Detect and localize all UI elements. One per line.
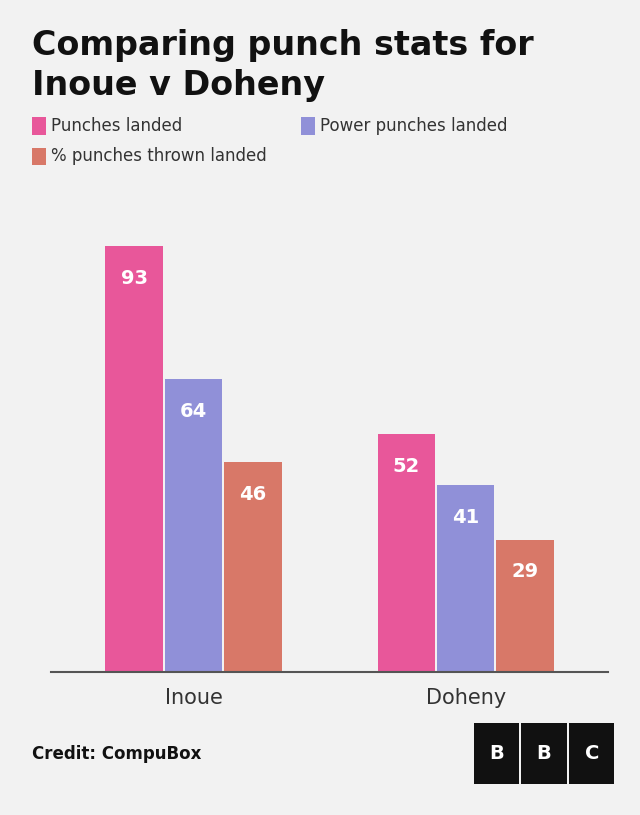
Bar xyxy=(224,462,282,672)
Text: B: B xyxy=(489,744,504,763)
Bar xyxy=(164,379,222,672)
Text: % punches thrown landed: % punches thrown landed xyxy=(51,148,267,165)
Text: Inoue v Doheny: Inoue v Doheny xyxy=(32,69,325,102)
Bar xyxy=(496,540,554,672)
Text: Credit: CompuBox: Credit: CompuBox xyxy=(32,745,202,763)
Bar xyxy=(378,434,435,672)
Text: 46: 46 xyxy=(239,485,266,504)
Bar xyxy=(437,485,495,672)
Text: 93: 93 xyxy=(121,270,148,289)
FancyBboxPatch shape xyxy=(570,723,614,784)
FancyBboxPatch shape xyxy=(474,723,518,784)
Text: C: C xyxy=(585,744,599,763)
Text: Power punches landed: Power punches landed xyxy=(320,117,508,135)
FancyBboxPatch shape xyxy=(522,723,566,784)
Text: 64: 64 xyxy=(180,402,207,421)
Text: 52: 52 xyxy=(393,457,420,476)
Text: 41: 41 xyxy=(452,508,479,526)
Text: 29: 29 xyxy=(511,562,538,581)
Text: Comparing punch stats for: Comparing punch stats for xyxy=(32,29,534,61)
Text: Punches landed: Punches landed xyxy=(51,117,182,135)
Text: B: B xyxy=(536,744,552,763)
Bar xyxy=(106,246,163,672)
